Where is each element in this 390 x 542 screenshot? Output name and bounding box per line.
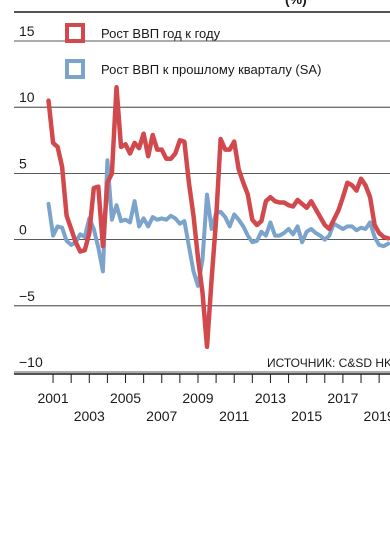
y-tick-label: 0 — [19, 222, 27, 238]
y-tick-label: −5 — [19, 288, 35, 304]
legend-label: Рост ВВП год к году — [101, 26, 221, 41]
x-tick-label: 2011 — [219, 408, 249, 424]
chart-top-border: (%) — [14, 0, 390, 13]
legend-swatch — [65, 59, 85, 79]
x-tick-label: 2001 — [37, 390, 68, 406]
plot-area — [46, 85, 390, 350]
y-tick-label: 10 — [19, 89, 35, 105]
y-tick-label: 15 — [19, 23, 35, 39]
legend-swatch — [65, 23, 85, 43]
x-tick-label: 2015 — [291, 408, 322, 424]
x-tick-label: 2019 — [364, 408, 390, 424]
y-tick-label: 5 — [19, 155, 27, 171]
x-tick-label: 2005 — [110, 390, 141, 406]
grid-lines — [14, 40, 390, 373]
x-tick-label: 2007 — [146, 408, 177, 424]
x-tick-label: 2013 — [255, 390, 286, 406]
y-tick-label: −10 — [19, 354, 43, 370]
source-note: ИСТОЧНИК: C&SD HK — [267, 356, 390, 370]
legend-label: Рост ВВП к прошлому кварталу (SA) — [101, 62, 321, 77]
x-tick-label: 2017 — [327, 390, 358, 406]
x-axis: 2001 2005 2009 2013 2017 2003 2007 2011 2015 2019 — [14, 373, 390, 424]
chart-title-fragment: (%) — [285, 0, 307, 7]
x-tick-label: 2003 — [74, 408, 105, 424]
legend: Рост ВВП год к году Рост ВВП к прошлому к… — [65, 23, 321, 79]
y-tick-labels: 15 10 5 0 −5 −10 — [19, 23, 43, 370]
series-line-yoy — [46, 85, 390, 350]
x-tick-label: 2009 — [182, 390, 213, 406]
